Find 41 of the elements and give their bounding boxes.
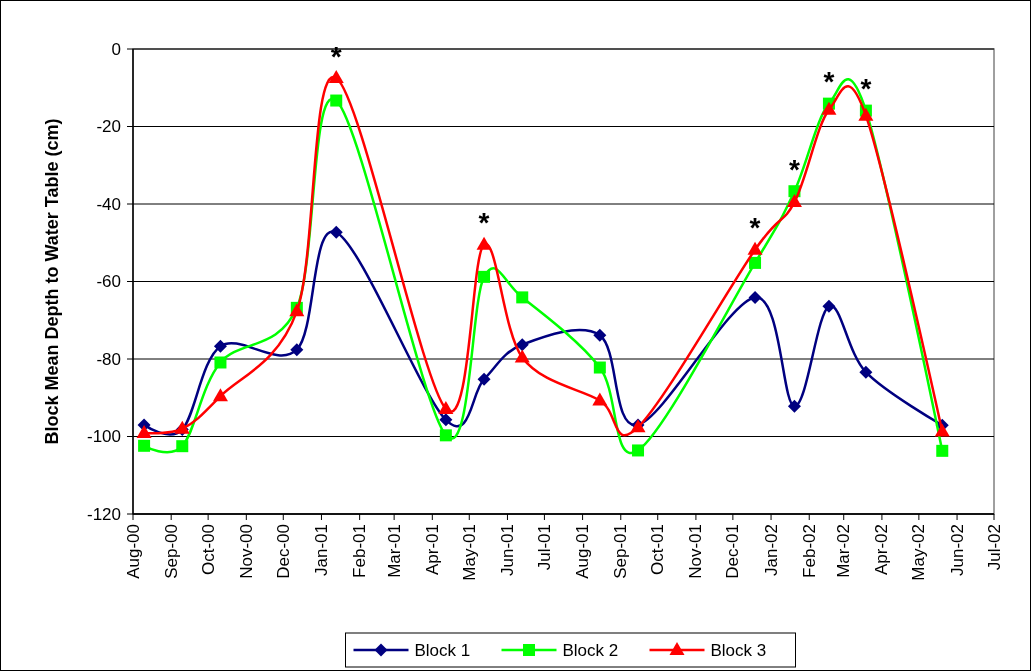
- y-tick-label: 0: [111, 39, 121, 59]
- annotation: *: [330, 40, 342, 72]
- annotation: *: [749, 212, 761, 244]
- x-tick-label: Feb-01: [350, 524, 370, 578]
- x-tick-label: May-01: [459, 524, 479, 581]
- x-tick-label: Mar-02: [834, 524, 854, 578]
- annotation: *: [823, 66, 835, 98]
- y-tick-label: -20: [96, 117, 121, 136]
- x-tick-label: Jul-01: [534, 524, 554, 571]
- x-tick-label: Oct-00: [198, 524, 218, 576]
- x-tick-label: Sep-00: [161, 524, 181, 579]
- legend-label: Block 1: [414, 640, 471, 660]
- x-tick-label: Jan-01: [311, 524, 331, 576]
- x-tick-label: Oct-01: [648, 524, 668, 576]
- y-tick-label: -60: [96, 272, 121, 291]
- y-tick-label: -80: [96, 349, 121, 369]
- x-tick-label: Mar-01: [384, 524, 404, 578]
- y-tick-label: -100: [86, 427, 121, 446]
- annotation: *: [478, 207, 490, 239]
- x-tick-label: Nov-00: [236, 524, 256, 579]
- x-tick-label: Feb-02: [799, 524, 819, 578]
- x-tick-label: Apr-02: [872, 524, 892, 576]
- x-tick-label: Dec-01: [723, 524, 743, 579]
- x-tick-label: Nov-01: [686, 524, 706, 579]
- legend-label: Block 2: [562, 640, 619, 660]
- y-axis-title: Block Mean Depth to Water Table (cm): [42, 118, 62, 445]
- x-tick-label: Aug-01: [573, 524, 593, 579]
- x-tick-label: Jan-02: [761, 524, 781, 576]
- x-tick-label: May-02: [909, 524, 929, 581]
- annotation: *: [789, 153, 800, 185]
- legend-label: Block 3: [710, 640, 767, 660]
- x-tick-label: Aug-00: [123, 524, 143, 579]
- x-tick-label: Dec-00: [273, 524, 293, 579]
- y-tick-label: -120: [86, 504, 121, 524]
- x-tick-label: Jun-02: [947, 524, 967, 576]
- y-tick-label: -40: [96, 194, 121, 214]
- x-tick-label: Sep-01: [611, 524, 631, 579]
- x-tick-label: Jul-02: [984, 524, 1004, 571]
- x-tick-label: Jun-01: [497, 524, 517, 576]
- x-tick-label: Apr-01: [422, 524, 442, 576]
- annotation: *: [860, 73, 872, 105]
